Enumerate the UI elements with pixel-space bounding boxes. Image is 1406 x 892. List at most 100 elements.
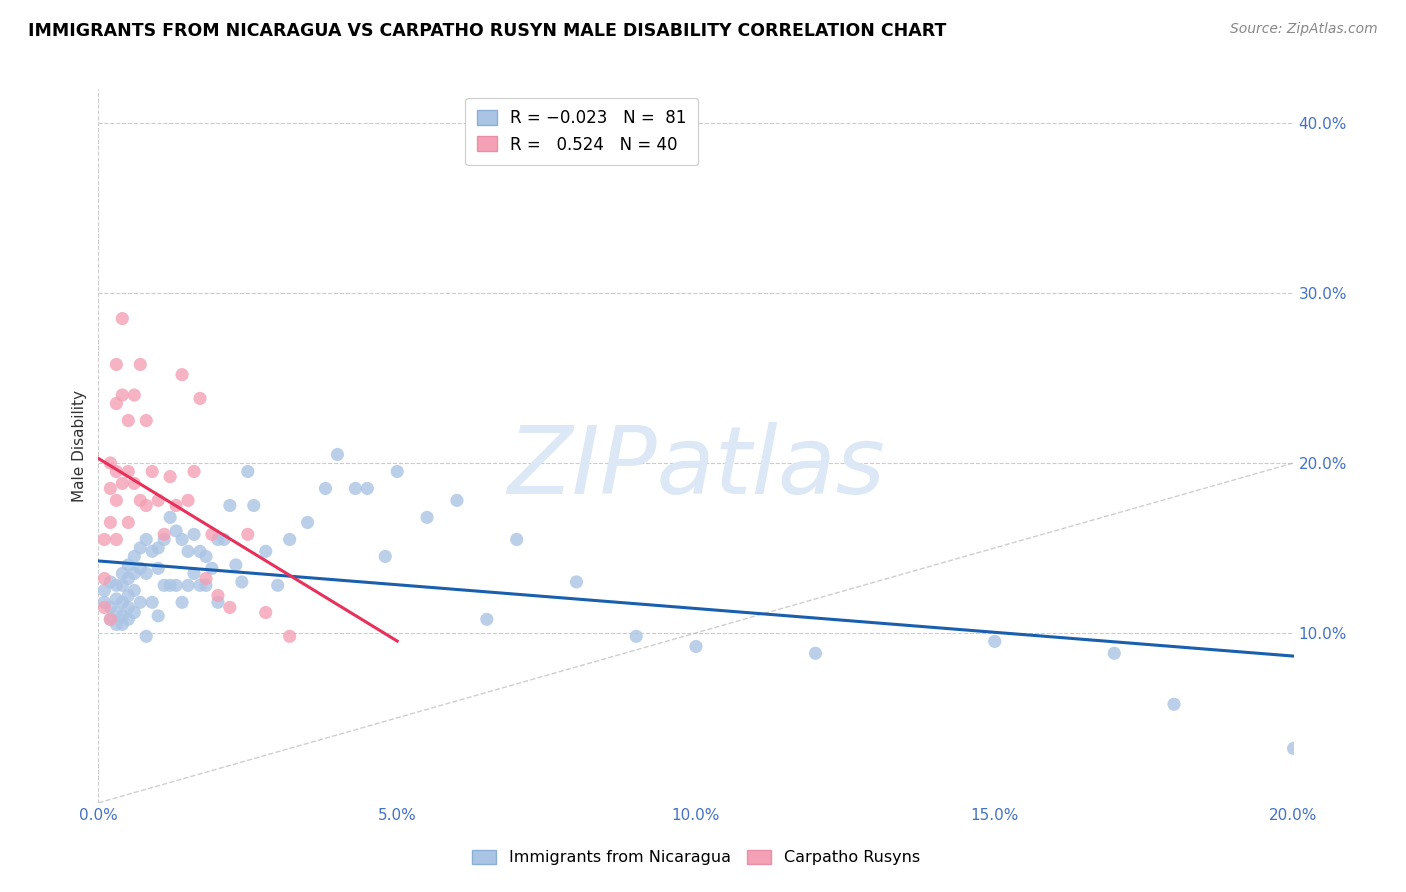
Y-axis label: Male Disability: Male Disability <box>72 390 87 502</box>
Point <box>105 617 128 632</box>
Point <box>267 578 290 592</box>
Point <box>141 465 163 479</box>
Point <box>183 465 205 479</box>
Point <box>129 595 152 609</box>
Point <box>124 583 146 598</box>
Point <box>172 533 194 547</box>
Point <box>984 634 1007 648</box>
Point <box>100 612 122 626</box>
Point <box>105 493 128 508</box>
Point <box>231 574 253 589</box>
Legend: R = −0.023   N =  81, R =   0.524   N = 40: R = −0.023 N = 81, R = 0.524 N = 40 <box>465 97 699 165</box>
Point <box>254 544 277 558</box>
Point <box>165 524 187 538</box>
Point <box>1282 741 1305 756</box>
Point <box>105 591 128 606</box>
Point <box>135 533 157 547</box>
Point <box>446 493 468 508</box>
Point <box>117 589 139 603</box>
Point <box>93 572 115 586</box>
Point <box>188 544 211 558</box>
Point <box>117 413 139 427</box>
Point <box>129 358 152 372</box>
Point <box>219 499 242 513</box>
Point <box>254 606 277 620</box>
Point <box>105 396 128 410</box>
Point <box>1104 646 1126 660</box>
Point <box>356 482 378 496</box>
Point <box>207 595 229 609</box>
Point <box>183 566 205 581</box>
Point <box>236 527 259 541</box>
Point <box>201 527 224 541</box>
Point <box>195 572 218 586</box>
Point <box>172 595 194 609</box>
Point <box>195 549 218 564</box>
Point <box>148 608 170 623</box>
Point <box>111 595 134 609</box>
Point <box>172 368 194 382</box>
Point <box>93 583 115 598</box>
Point <box>111 566 134 581</box>
Point <box>243 499 266 513</box>
Point <box>177 544 200 558</box>
Point <box>124 606 146 620</box>
Point <box>207 533 229 547</box>
Point <box>111 578 134 592</box>
Point <box>177 578 200 592</box>
Point <box>100 482 122 496</box>
Point <box>124 549 146 564</box>
Point <box>297 516 319 530</box>
Point <box>225 558 247 572</box>
Point <box>475 612 498 626</box>
Point <box>93 595 115 609</box>
Point <box>165 499 187 513</box>
Point <box>117 558 139 572</box>
Point <box>105 606 128 620</box>
Point <box>804 646 827 660</box>
Point <box>117 600 139 615</box>
Point <box>219 600 242 615</box>
Point <box>153 578 176 592</box>
Point <box>374 549 396 564</box>
Point <box>111 388 134 402</box>
Point <box>100 456 122 470</box>
Point <box>326 448 349 462</box>
Point <box>207 589 229 603</box>
Point <box>141 595 163 609</box>
Point <box>148 541 170 555</box>
Point <box>100 600 122 615</box>
Point <box>100 612 122 626</box>
Point <box>159 578 181 592</box>
Point <box>159 510 181 524</box>
Point <box>124 566 146 581</box>
Point <box>315 482 337 496</box>
Point <box>93 600 115 615</box>
Point <box>236 465 259 479</box>
Point <box>416 510 439 524</box>
Point <box>124 388 146 402</box>
Point <box>385 465 409 479</box>
Point <box>105 465 128 479</box>
Point <box>124 476 146 491</box>
Text: IMMIGRANTS FROM NICARAGUA VS CARPATHO RUSYN MALE DISABILITY CORRELATION CHART: IMMIGRANTS FROM NICARAGUA VS CARPATHO RU… <box>28 22 946 40</box>
Point <box>212 533 235 547</box>
Point <box>105 358 128 372</box>
Point <box>111 311 134 326</box>
Text: Source: ZipAtlas.com: Source: ZipAtlas.com <box>1230 22 1378 37</box>
Point <box>626 629 648 643</box>
Point <box>195 578 218 592</box>
Point <box>117 516 139 530</box>
Point <box>100 516 122 530</box>
Point <box>506 533 529 547</box>
Point <box>135 629 157 643</box>
Point <box>111 476 134 491</box>
Point <box>148 493 170 508</box>
Point <box>117 572 139 586</box>
Point <box>129 493 152 508</box>
Point <box>117 612 139 626</box>
Point <box>148 561 170 575</box>
Point <box>93 533 115 547</box>
Point <box>111 608 134 623</box>
Point <box>177 493 200 508</box>
